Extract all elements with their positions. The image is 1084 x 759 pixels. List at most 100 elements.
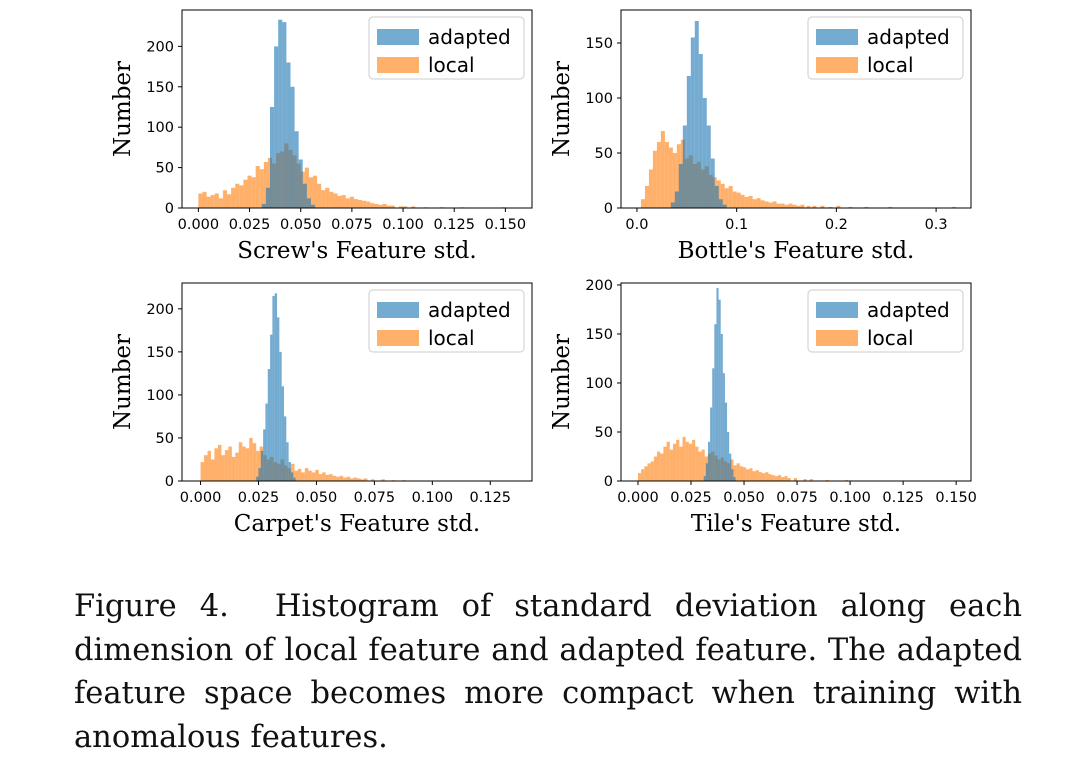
bar-local xyxy=(752,471,756,481)
legend-swatch-adapted xyxy=(816,29,858,45)
x-tick-label: 0.025 xyxy=(238,490,280,506)
bar-local xyxy=(259,169,264,208)
bar-local xyxy=(332,475,337,481)
bar-local xyxy=(255,165,260,208)
bar-adapted xyxy=(702,98,707,208)
figure-caption: Figure 4. Histogram of standard deviatio… xyxy=(74,585,1022,759)
bar-local xyxy=(284,143,289,208)
series-local xyxy=(637,436,848,481)
bar-adapted xyxy=(263,429,266,481)
bar-adapted xyxy=(722,373,725,481)
bar-local xyxy=(806,205,811,208)
y-axis-label: Number xyxy=(110,334,136,430)
bar-local xyxy=(768,202,773,208)
bar-local xyxy=(701,449,705,481)
bar-adapted xyxy=(714,186,719,208)
bar-local xyxy=(210,459,215,481)
subplot-bottle: 0.0 0.1 0.2 0.3 0 50 100 150 Bottle's Feature st… xyxy=(549,9,972,264)
bar-local xyxy=(768,474,772,481)
bar-adapted xyxy=(686,76,691,208)
bar-adapted xyxy=(272,295,275,481)
bar-local xyxy=(792,204,797,208)
bar-local xyxy=(668,147,673,208)
series-adapted xyxy=(703,287,736,481)
legend-swatch-local xyxy=(377,330,419,346)
bar-adapted xyxy=(710,407,713,481)
legend: adapted local xyxy=(368,16,525,80)
bar-local xyxy=(204,455,208,481)
bar-adapted xyxy=(698,54,703,208)
bar-adapted xyxy=(714,324,717,481)
x-tick-label: 0.125 xyxy=(433,217,475,233)
bar-local xyxy=(762,473,766,481)
bar-local xyxy=(343,477,347,481)
bar-local xyxy=(780,203,785,208)
bar-local xyxy=(336,476,340,481)
y-axis-label: Number xyxy=(110,61,136,157)
bar-adapted xyxy=(279,351,282,481)
bar-adapted xyxy=(716,287,719,481)
bar-adapted xyxy=(265,187,271,208)
bar-local xyxy=(758,472,763,481)
x-tick-label: 0.075 xyxy=(331,217,373,233)
bar-local xyxy=(200,462,205,481)
y-tick-label: 50 xyxy=(156,161,174,177)
bar-adapted xyxy=(712,368,715,481)
bar-adapted xyxy=(724,402,728,481)
bar-local xyxy=(325,474,330,481)
bar-local xyxy=(198,193,203,208)
bar-local xyxy=(787,478,791,481)
bar-adapted xyxy=(274,293,278,481)
bar-adapted xyxy=(283,416,287,481)
bar-local xyxy=(660,131,665,208)
bar-local xyxy=(315,469,319,481)
bar-adapted xyxy=(282,22,287,209)
bar-local xyxy=(382,203,387,208)
bar-adapted xyxy=(705,463,708,481)
bar-local xyxy=(228,446,232,481)
bar-local xyxy=(231,456,236,481)
x-tick-label: 0.1 xyxy=(725,217,748,233)
bar-local xyxy=(784,204,789,208)
legend-label-adapted: adapted xyxy=(428,25,511,49)
y-tick-label: 200 xyxy=(146,302,174,318)
bar-local xyxy=(637,473,642,481)
subplot-carpet: 0.000 0.025 0.050 0.075 0.100 0.125 0 50 100 150 2… xyxy=(110,282,533,537)
bar-local xyxy=(952,206,957,208)
bar-local xyxy=(247,175,252,208)
legend-label-local: local xyxy=(867,326,914,350)
x-tick-label: 0.3 xyxy=(925,217,948,233)
series-local xyxy=(200,437,406,481)
bar-local xyxy=(641,469,645,481)
bar-local xyxy=(755,470,759,481)
legend-swatch-adapted xyxy=(816,302,858,318)
x-tick-label: 0.050 xyxy=(723,490,765,506)
bar-local xyxy=(378,204,383,208)
bar-local xyxy=(803,479,807,481)
bar-adapted xyxy=(703,476,706,481)
legend: adapted local xyxy=(807,16,964,80)
bar-local xyxy=(297,468,302,481)
bar-local xyxy=(777,475,782,481)
y-tick-label: 0 xyxy=(165,201,174,217)
bar-local xyxy=(695,446,699,481)
legend-swatch-local xyxy=(816,330,858,346)
bar-local xyxy=(685,441,689,481)
bar-adapted xyxy=(265,403,268,481)
figure-canvas: 0.000 0.025 0.050 0.075 0.100 0.125 0.15005010… xyxy=(110,9,977,537)
bar-local xyxy=(346,476,351,481)
bar-adapted xyxy=(310,204,316,208)
bar-local xyxy=(784,476,788,481)
bar-local xyxy=(756,198,761,208)
bar-adapted xyxy=(731,469,734,481)
bar-local xyxy=(669,449,673,481)
bar-adapted xyxy=(718,199,723,208)
bar-local xyxy=(656,142,661,208)
legend-label-adapted: adapted xyxy=(428,298,511,322)
x-tick-label: 0.150 xyxy=(485,217,527,233)
bar-local xyxy=(788,203,793,208)
bar-adapted xyxy=(267,369,271,481)
figure-caption-label: Figure 4. xyxy=(74,589,229,624)
bar-local xyxy=(308,177,313,208)
legend-label-adapted: adapted xyxy=(867,25,950,49)
